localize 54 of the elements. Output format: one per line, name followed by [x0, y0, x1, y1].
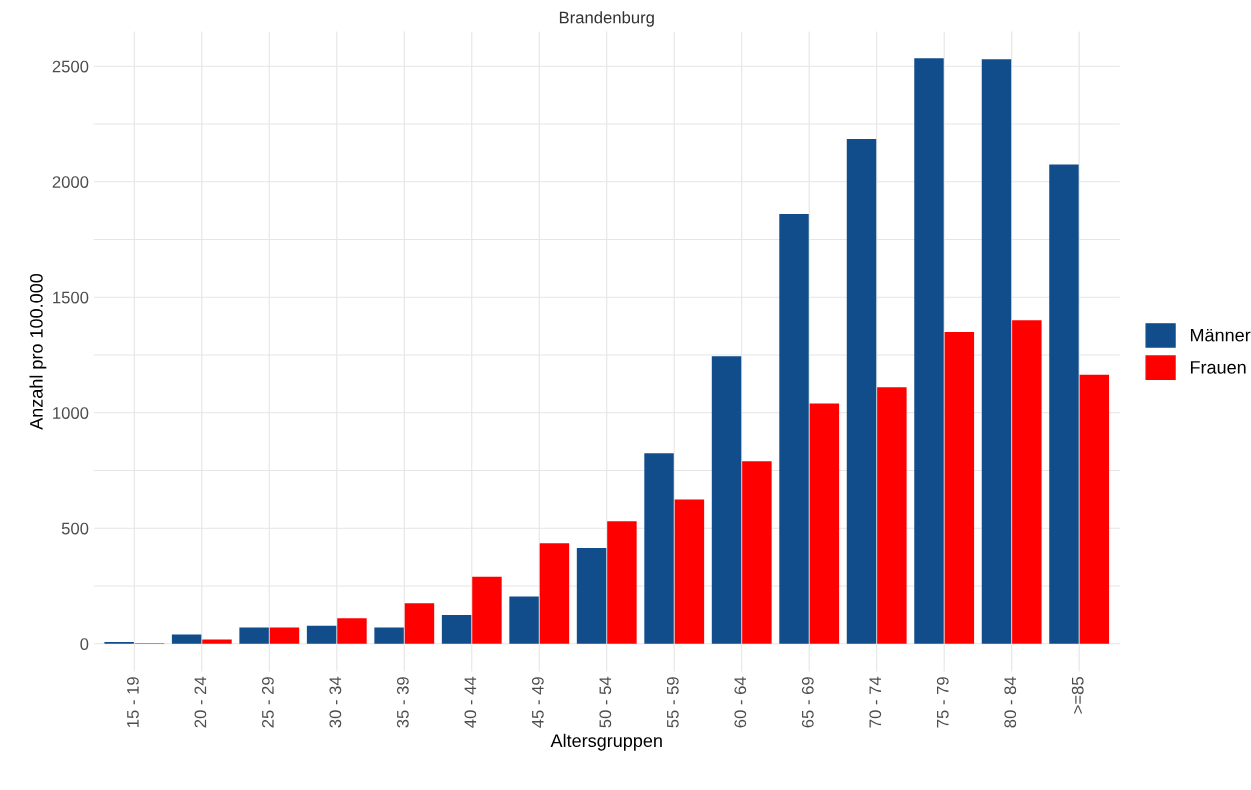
- x-axis-title: Altersgruppen: [550, 733, 662, 751]
- x-tick-label: 65 - 69: [801, 677, 814, 728]
- x-tick-label: 15 - 19: [126, 677, 139, 727]
- bar: [239, 627, 269, 644]
- x-tick-label: 60 - 64: [734, 676, 747, 728]
- x-tick-label: 70 - 74: [869, 676, 882, 728]
- x-tick-label: 75 - 79: [936, 677, 949, 728]
- bar: [779, 214, 809, 644]
- x-tick-label: 80 - 84: [1004, 676, 1017, 728]
- bar: [171, 634, 202, 644]
- bar: [1079, 374, 1110, 644]
- y-tick-label: 2000: [52, 176, 89, 188]
- bar: [846, 139, 877, 644]
- y-tick-label: 2500: [52, 60, 89, 73]
- x-tick-label: 50 - 54: [599, 676, 612, 728]
- bar: [914, 58, 944, 644]
- bar: [644, 453, 674, 644]
- bar: [472, 576, 502, 644]
- bar: [337, 618, 367, 644]
- bar: [509, 596, 539, 644]
- bar: [877, 387, 907, 644]
- y-tick-label: 1500: [53, 291, 89, 304]
- x-tick-label: >=85: [1071, 677, 1084, 714]
- x-tick-label: 40 - 44: [464, 676, 477, 728]
- bar: [607, 521, 637, 644]
- bar: [576, 547, 607, 644]
- y-tick-label: 500: [61, 522, 89, 535]
- chart-title: Brandenburg: [559, 11, 654, 27]
- bar: [981, 59, 1012, 644]
- bar: [1012, 320, 1042, 644]
- y-tick-label: 0: [80, 638, 89, 650]
- x-tick-label: 35 - 39: [396, 677, 409, 728]
- bar: [269, 627, 300, 644]
- bar: [374, 627, 404, 644]
- x-tick-label: 55 - 59: [666, 677, 679, 728]
- x-tick-label: 25 - 29: [261, 677, 274, 728]
- x-tick-label: 45 - 49: [531, 677, 544, 728]
- bar: [711, 356, 742, 644]
- legend-label: Männer: [1190, 328, 1251, 342]
- bar: [306, 625, 337, 644]
- bar: [1049, 164, 1079, 644]
- bar: [674, 499, 705, 644]
- bar: [539, 543, 570, 644]
- bar: [404, 603, 435, 644]
- legend-label: Frauen: [1190, 361, 1246, 374]
- y-tick-label: 1000: [53, 407, 89, 419]
- y-axis-title: Anzahl pro 100.000: [29, 273, 47, 430]
- x-tick-label: 20 - 24: [194, 676, 207, 728]
- x-tick-label: 30 - 34: [329, 676, 342, 728]
- bar: [441, 614, 472, 644]
- bar: [202, 639, 232, 644]
- bar: [742, 461, 772, 644]
- bar: [809, 403, 840, 644]
- bar: [944, 331, 975, 644]
